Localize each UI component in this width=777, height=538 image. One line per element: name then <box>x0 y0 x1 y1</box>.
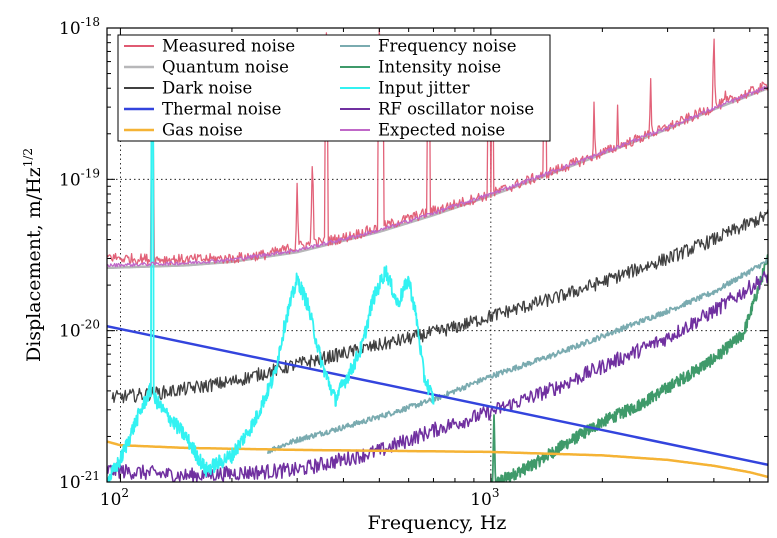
legend-label: Thermal noise <box>162 100 281 119</box>
series-layer <box>107 28 768 482</box>
y-axis-label-base: Displacement, m/Hz <box>23 167 45 362</box>
ticks: 102 103 10-21 10-20 10-19 10-18 <box>59 15 768 510</box>
legend-label: Measured noise <box>162 37 295 56</box>
y-tick-label: 10-20 <box>59 318 100 342</box>
y-axis-label-exp: 1/2 <box>21 148 35 167</box>
legend-box <box>117 34 551 142</box>
legend-label: Gas noise <box>162 121 243 140</box>
series-line-thermal-noise <box>107 324 768 467</box>
y-tick-label: 10-21 <box>59 469 100 493</box>
legend-label: Input jitter <box>378 79 470 98</box>
y-axis-label: Displacement, m/Hz1/2 <box>21 148 45 362</box>
legend-label: Expected noise <box>378 121 505 140</box>
series-line-frequency-noise <box>266 258 768 455</box>
x-tick-label: 102 <box>100 486 129 510</box>
legend-label: Frequency noise <box>378 37 517 56</box>
legend: Measured noise Quantum noise Dark noise The… <box>117 34 551 142</box>
y-tick-label: 10-19 <box>59 166 100 190</box>
legend-label: Quantum noise <box>162 58 289 77</box>
legend-label: Intensity noise <box>378 58 501 77</box>
y-tick-label: 10-18 <box>59 15 100 39</box>
series-line-intensity-noise <box>490 254 768 482</box>
x-axis-label: Frequency, Hz <box>368 512 507 534</box>
series-line-input-jitter <box>107 92 435 482</box>
series-line-gas-noise <box>107 440 768 479</box>
series-line-expected-noise <box>107 85 768 268</box>
series-line-dark-noise <box>111 209 768 404</box>
plot-frame <box>106 27 769 483</box>
series-line-rf-oscillator-noise <box>107 271 768 482</box>
x-tick-label: 103 <box>470 486 499 510</box>
legend-label: Dark noise <box>162 79 252 98</box>
legend-label: RF oscillator noise <box>378 100 534 119</box>
